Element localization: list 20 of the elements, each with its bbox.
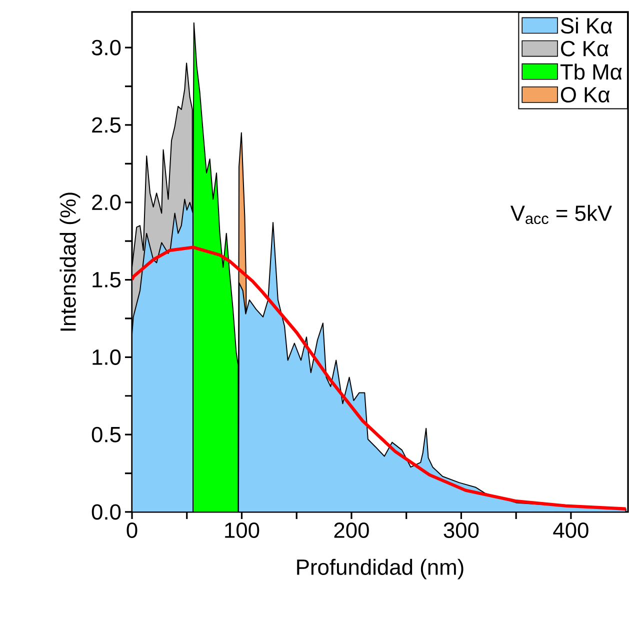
x-tick-label: 400 — [553, 522, 588, 538]
y-axis-title: Intensidad (%) — [60, 192, 80, 331]
legend-label: C Kα — [561, 40, 608, 56]
x-axis-title: Profundidad (nm) — [297, 558, 464, 580]
annotation: V$_{acc}$ = 5kV — [510, 204, 612, 224]
y-tick-label: 1.0 — [92, 349, 121, 365]
legend-label: Si Kα — [560, 17, 612, 34]
legend-label: Tb Mα — [560, 64, 622, 80]
x-tick-label: 300 — [444, 522, 479, 538]
x-tick-label: 0 — [126, 522, 138, 538]
line-series — [132, 246, 628, 510]
y-tick-label: 0.5 — [92, 426, 121, 442]
y-tick-label: 3.0 — [92, 40, 121, 56]
y-tick-label: 0.0 — [92, 504, 121, 520]
legend-label: O Kα — [560, 86, 610, 103]
y-tick-label: 2.0 — [92, 194, 121, 210]
x-tick-label: 100 — [225, 522, 260, 538]
x-tick-label: 200 — [334, 522, 369, 538]
y-tick-label: 2.5 — [92, 117, 121, 133]
y-tick-label: 1.5 — [92, 272, 121, 288]
